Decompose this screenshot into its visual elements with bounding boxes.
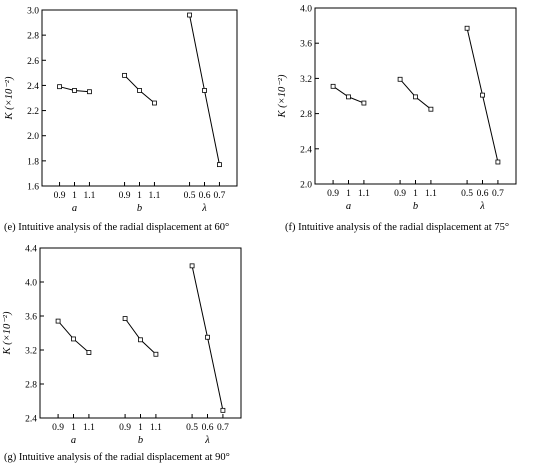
data-point: [86, 350, 92, 355]
x-tick-label: 1: [413, 189, 418, 199]
x-tick-label: 0.7: [492, 189, 504, 199]
y-tick-label: 4.0: [25, 279, 37, 289]
x-tick-label: 1.1: [150, 423, 162, 433]
data-point: [153, 351, 159, 357]
x-tick-label: 1.1: [358, 189, 370, 199]
group-label: λ: [201, 203, 207, 214]
x-tick-label: 0.5: [461, 189, 473, 199]
data-point: [87, 89, 92, 95]
x-tick-label: 0.7: [214, 191, 226, 201]
x-tick-label: 1.1: [83, 423, 95, 433]
x-tick-label: 0.5: [186, 423, 198, 433]
x-tick-label: 0.6: [202, 423, 214, 433]
group-label: b: [413, 201, 418, 212]
x-tick-label: 1.1: [84, 191, 96, 201]
x-tick-label: 0.9: [394, 189, 406, 199]
x-tick-label: 1.1: [425, 189, 437, 199]
y-tick-label: 4.4: [25, 245, 37, 255]
data-point: [189, 263, 195, 269]
y-tick-label: 3.6: [300, 40, 312, 50]
y-axis-label: K (×10⁻²): [277, 74, 288, 118]
x-tick-label: 0.6: [199, 191, 211, 201]
y-axis-label: K (×10⁻²): [2, 311, 13, 355]
data-point: [122, 316, 128, 321]
group-label: b: [137, 203, 142, 214]
x-tick-label: 0.7: [217, 423, 229, 433]
y-tick-label: 2.4: [25, 415, 37, 425]
data-point: [55, 318, 61, 324]
y-tick-label: 1.8: [27, 157, 39, 167]
y-tick-label: 2.4: [300, 145, 312, 155]
y-tick-label: 2.8: [27, 32, 39, 42]
y-axis-label: K (×10⁻²): [4, 76, 15, 120]
data-point: [137, 88, 142, 93]
y-tick-label: 2.0: [27, 132, 39, 142]
y-tick-label: 2.8: [25, 381, 37, 391]
x-tick-label: 1.1: [149, 191, 161, 201]
x-tick-label: 1: [138, 423, 143, 433]
chart-caption: (f) Intuitive analysis of the radial dis…: [285, 222, 510, 233]
y-tick-label: 3.0: [27, 7, 39, 17]
group-label: a: [72, 203, 77, 214]
data-point: [138, 337, 143, 343]
data-point: [346, 94, 351, 100]
group-label: b: [138, 435, 143, 446]
y-tick-label: 2.4: [27, 82, 39, 92]
group-label: a: [346, 201, 351, 212]
x-tick-label: 1: [137, 191, 142, 201]
x-tick-label: 1: [346, 189, 351, 199]
chart-g: 2.42.83.23.64.04.4K (×10⁻²)0.9 1 1.1a0.9 1 1…: [2, 245, 242, 446]
data-point: [72, 88, 77, 93]
data-point: [330, 83, 336, 89]
y-tick-label: 2.0: [300, 181, 312, 191]
x-tick-label: 0.5: [184, 191, 196, 201]
data-point: [220, 407, 226, 413]
y-tick-label: 2.6: [27, 57, 39, 67]
chart-caption: (e) Intuitive analysis of the radial dis…: [4, 222, 230, 233]
series-line-2: [124, 318, 157, 355]
group-label: λ: [204, 435, 210, 446]
y-tick-label: 4.0: [300, 5, 312, 15]
data-point: [428, 106, 434, 112]
x-tick-label: 1: [71, 423, 76, 433]
series-line-2: [399, 78, 432, 110]
chart-caption: (g) Intuitive analysis of the radial dis…: [4, 452, 230, 463]
y-tick-label: 3.6: [25, 313, 37, 323]
x-tick-label: 0.9: [119, 423, 131, 433]
y-tick-label: 2.8: [300, 110, 312, 120]
data-point: [495, 159, 501, 165]
x-tick-label: 0.9: [54, 191, 66, 201]
data-point: [71, 336, 76, 342]
data-point: [152, 100, 157, 106]
plot-frame: [39, 247, 242, 419]
group-label: a: [71, 435, 76, 446]
data-point: [202, 88, 207, 93]
chart-panel-f: 2.0 2.4 2.8 3.2 3.6 4.0 K (×10⁻²) 0.9 1 1.1 a 0.9 1 1…: [275, 0, 550, 240]
data-point: [464, 25, 470, 31]
chart-e: 1.6 1.8 2.0 2.2 2.4 2.6 2.8 3.0 K (×10⁻²) 0.9 1 1.1…: [4, 7, 238, 214]
chart-panel-e: 1.6 1.8 2.0 2.2 2.4 2.6 2.8 3.0 K (×10⁻²) 0.9 1 1.1…: [0, 0, 275, 240]
y-tick-label: 3.2: [300, 75, 312, 85]
x-tick-label: 0.6: [477, 189, 489, 199]
y-tick-label: 1.6: [27, 183, 39, 193]
x-tick-label: 0.9: [327, 189, 339, 199]
data-point: [217, 162, 222, 168]
y-tick-label: 3.2: [25, 347, 37, 357]
x-tick-label: 1: [72, 191, 77, 201]
data-point: [480, 92, 485, 98]
data-point: [57, 84, 62, 90]
chart-f: 2.02.42.83.23.64.0K (×10⁻²)0.9 1 1.1a0.9 1 1…: [277, 5, 517, 212]
data-point: [205, 334, 210, 340]
data-point: [187, 12, 192, 18]
group-label: λ: [479, 201, 485, 212]
data-point: [361, 100, 367, 106]
x-tick-label: 0.9: [119, 191, 131, 201]
plot-frame: [41, 9, 238, 187]
chart-panel-g: 2.4 2.8 3.2 3.6 4.0 4.4 K (×10⁻²) 0.9 1 1.1 a 0.9 1 1…: [0, 240, 275, 470]
data-point: [413, 94, 418, 100]
y-tick-label: 2.2: [27, 107, 39, 117]
x-tick-label: 0.9: [52, 423, 64, 433]
data-point: [397, 76, 403, 82]
data-point: [122, 72, 127, 78]
